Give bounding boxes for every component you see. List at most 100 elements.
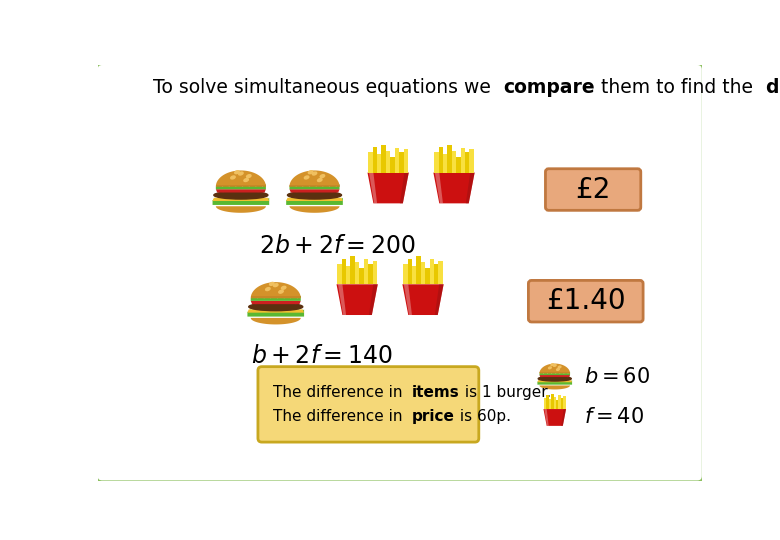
Polygon shape: [443, 154, 448, 173]
Text: is 1 burger.: is 1 burger.: [459, 384, 551, 400]
Ellipse shape: [249, 303, 303, 310]
Polygon shape: [350, 256, 355, 284]
Polygon shape: [395, 148, 399, 173]
Polygon shape: [425, 268, 430, 284]
Ellipse shape: [312, 172, 317, 175]
Polygon shape: [466, 173, 474, 204]
Polygon shape: [381, 145, 386, 173]
FancyBboxPatch shape: [545, 168, 641, 211]
Polygon shape: [368, 152, 373, 173]
Polygon shape: [452, 151, 456, 173]
Polygon shape: [546, 395, 548, 409]
Text: To solve simultaneous equations we: To solve simultaneous equations we: [154, 78, 503, 97]
Polygon shape: [400, 173, 409, 204]
Polygon shape: [403, 149, 408, 173]
Polygon shape: [434, 173, 474, 204]
Text: items: items: [412, 384, 459, 400]
Ellipse shape: [282, 286, 285, 289]
Polygon shape: [540, 372, 570, 374]
Ellipse shape: [558, 366, 561, 368]
Polygon shape: [554, 397, 556, 409]
FancyBboxPatch shape: [258, 367, 479, 442]
Text: price: price: [412, 409, 455, 424]
Polygon shape: [289, 184, 339, 189]
Text: £1.40: £1.40: [546, 287, 626, 315]
Polygon shape: [216, 184, 266, 189]
Ellipse shape: [274, 284, 278, 287]
Polygon shape: [544, 398, 546, 409]
Polygon shape: [216, 185, 266, 187]
Text: is 60p.: is 60p.: [455, 409, 511, 424]
Polygon shape: [435, 173, 443, 204]
Polygon shape: [216, 206, 266, 213]
Polygon shape: [367, 173, 409, 204]
Ellipse shape: [548, 367, 551, 369]
Polygon shape: [247, 309, 304, 316]
Polygon shape: [286, 198, 343, 205]
Polygon shape: [289, 189, 339, 192]
Polygon shape: [212, 198, 269, 201]
Polygon shape: [369, 284, 378, 315]
Polygon shape: [368, 264, 373, 284]
FancyBboxPatch shape: [528, 280, 643, 322]
Polygon shape: [373, 261, 377, 284]
Polygon shape: [336, 284, 378, 315]
Text: $b = 60$: $b = 60$: [584, 367, 651, 387]
Text: them to find the: them to find the: [595, 78, 765, 97]
Ellipse shape: [288, 191, 342, 199]
Ellipse shape: [308, 171, 313, 174]
Ellipse shape: [266, 288, 270, 291]
Text: $f = 40$: $f = 40$: [584, 408, 644, 428]
Polygon shape: [403, 264, 407, 284]
Text: difference: difference: [765, 78, 780, 97]
Polygon shape: [377, 154, 381, 173]
Polygon shape: [540, 375, 570, 377]
Polygon shape: [537, 380, 572, 382]
Polygon shape: [338, 284, 346, 315]
Ellipse shape: [304, 176, 309, 179]
Ellipse shape: [538, 376, 571, 381]
Polygon shape: [212, 198, 269, 205]
Polygon shape: [250, 296, 301, 298]
Text: £2: £2: [576, 176, 611, 204]
Polygon shape: [461, 148, 465, 173]
Polygon shape: [346, 266, 350, 284]
Polygon shape: [434, 264, 438, 284]
Polygon shape: [540, 363, 570, 374]
Polygon shape: [540, 386, 570, 389]
Polygon shape: [434, 284, 444, 315]
Polygon shape: [289, 206, 339, 213]
Polygon shape: [390, 157, 395, 173]
Polygon shape: [456, 157, 461, 173]
Polygon shape: [404, 284, 412, 315]
Polygon shape: [399, 152, 403, 173]
Polygon shape: [250, 318, 301, 325]
Polygon shape: [386, 151, 390, 173]
Polygon shape: [286, 198, 343, 201]
Text: The difference in: The difference in: [273, 384, 412, 400]
Polygon shape: [434, 152, 438, 173]
Polygon shape: [448, 145, 452, 173]
Polygon shape: [355, 262, 360, 284]
Polygon shape: [363, 259, 368, 284]
Polygon shape: [250, 301, 301, 304]
Polygon shape: [342, 259, 346, 284]
Ellipse shape: [214, 191, 268, 199]
Polygon shape: [369, 173, 377, 204]
Polygon shape: [438, 261, 443, 284]
Polygon shape: [540, 372, 570, 375]
Polygon shape: [558, 395, 561, 409]
Ellipse shape: [239, 172, 243, 175]
Polygon shape: [216, 171, 266, 187]
Polygon shape: [402, 284, 444, 315]
Polygon shape: [337, 264, 342, 284]
Polygon shape: [373, 147, 377, 173]
Polygon shape: [548, 399, 551, 409]
Polygon shape: [430, 259, 434, 284]
Ellipse shape: [235, 171, 239, 174]
Polygon shape: [289, 171, 339, 187]
Polygon shape: [465, 152, 470, 173]
Ellipse shape: [270, 282, 274, 285]
Text: compare: compare: [503, 78, 595, 97]
Polygon shape: [470, 149, 474, 173]
